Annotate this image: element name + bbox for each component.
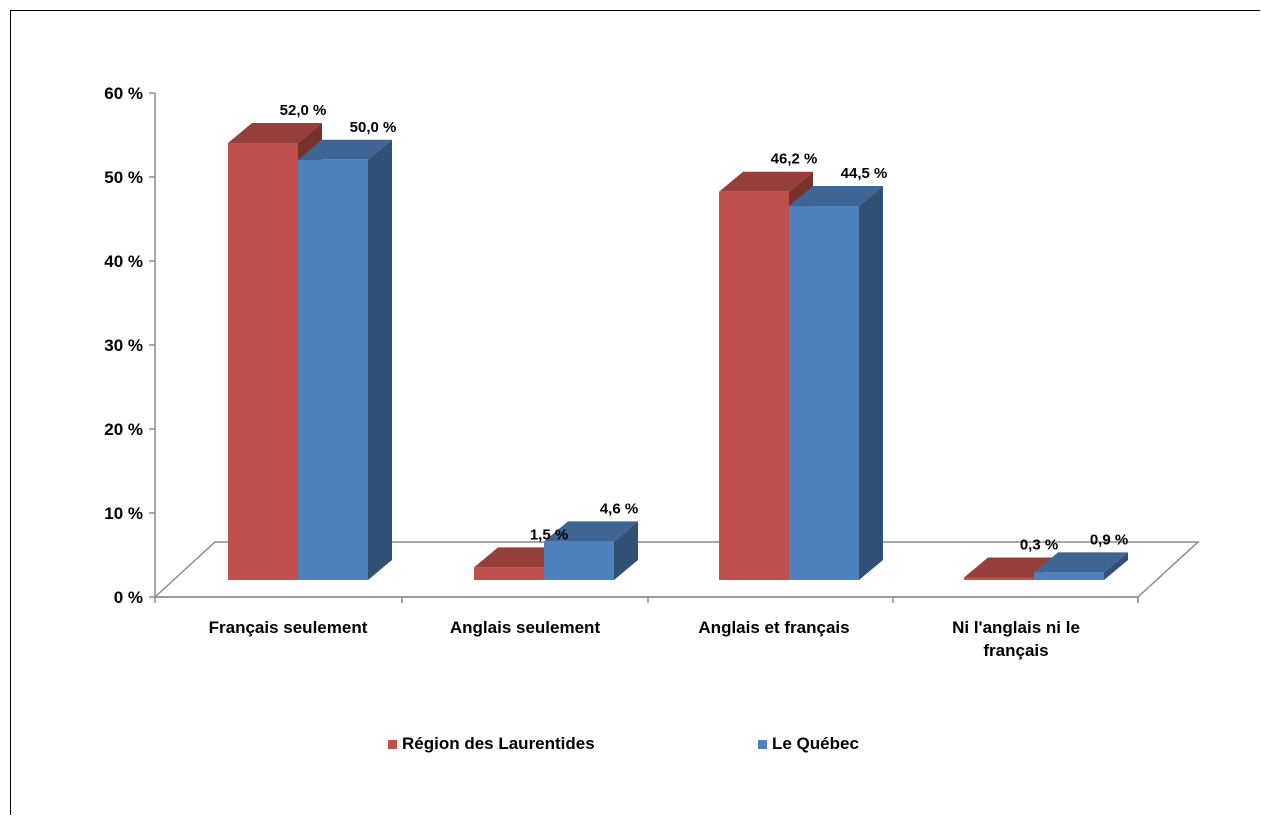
bar-side [1104, 552, 1128, 580]
bar-top [298, 139, 392, 160]
bar-front [964, 577, 1034, 580]
bar-front [544, 541, 614, 580]
bar-top [719, 171, 813, 192]
legend-label-quebec: Le Québec [772, 734, 859, 753]
bar-side [614, 521, 638, 580]
data-labels: 52,0 % 50,0 % 1,5 % 4,6 % 46,2 % 44,5 % 0,3 % 0… [280, 102, 1129, 553]
data-label: 50,0 % [350, 119, 397, 136]
bar-top [544, 521, 638, 542]
data-label: 46,2 % [771, 151, 818, 168]
bar-front [789, 206, 859, 580]
y-tick-label: 50 % [104, 168, 143, 187]
legend-item-quebec: Le Québec [758, 734, 859, 754]
bar-side [368, 139, 392, 581]
bar [789, 186, 883, 580]
legend-swatch-region [388, 739, 397, 749]
y-tick-label: 30 % [104, 336, 143, 355]
x-category-label: Ni l'anglais ni le français [952, 618, 1080, 660]
legend: Région des Laurentides Le Québec [388, 734, 1088, 758]
y-axis: 0 % 10 % 20 % 30 % 40 % 50 % 60 % [104, 84, 1139, 607]
bar-front [228, 143, 298, 580]
data-label: 52,0 % [280, 102, 327, 119]
bar-top [1034, 552, 1128, 573]
bar [544, 521, 638, 580]
bar-front [719, 191, 789, 580]
data-label: 4,6 % [600, 500, 638, 517]
bar-side [859, 186, 883, 580]
chart-frame [10, 10, 1260, 815]
x-category-label: Anglais seulement [450, 618, 601, 637]
bar-front [298, 159, 368, 581]
y-tick-label: 0 % [114, 588, 143, 607]
bars [228, 123, 1128, 581]
y-tick-label: 60 % [104, 84, 143, 103]
bar [298, 139, 392, 581]
legend-swatch-quebec [758, 739, 767, 749]
legend-label-region: Région des Laurentides [402, 734, 595, 753]
y-tick-label: 40 % [104, 252, 143, 271]
y-tick-label: 20 % [104, 420, 143, 439]
data-label: 44,5 % [841, 165, 888, 182]
bar-front [474, 567, 544, 580]
bar-top [789, 186, 883, 207]
x-category-label: Anglais et français [698, 618, 849, 637]
bar [1034, 552, 1128, 580]
bar-front [1034, 572, 1104, 580]
bar-top [228, 123, 322, 143]
x-category-label: Français seulement [209, 618, 368, 637]
x-axis-labels: Français seulement Anglais seulement Angla… [209, 618, 1080, 660]
data-label: 0,9 % [1090, 531, 1128, 548]
y-tick-label: 10 % [104, 504, 143, 523]
data-label: 0,3 % [1020, 536, 1058, 553]
data-label: 1,5 % [530, 526, 568, 543]
legend-item-region: Région des Laurentides [388, 734, 595, 754]
